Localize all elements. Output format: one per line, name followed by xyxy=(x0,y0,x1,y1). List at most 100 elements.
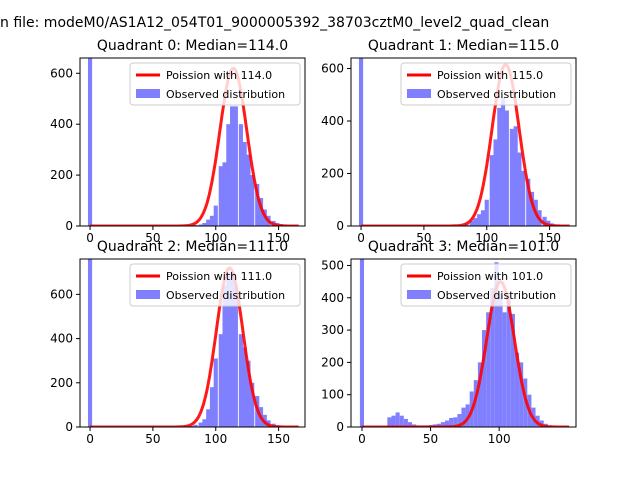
histogram-bar xyxy=(242,142,247,226)
histogram-bar xyxy=(482,330,487,427)
histogram-bar xyxy=(506,294,511,427)
x-tick-label: 50 xyxy=(145,231,160,245)
histogram-bar xyxy=(457,414,462,427)
histogram-bar xyxy=(242,347,247,427)
x-tick-label: 100 xyxy=(475,231,498,245)
histogram-bar xyxy=(461,407,466,427)
y-tick-label: 200 xyxy=(50,376,73,390)
histogram-bar xyxy=(193,224,198,226)
histogram-bar xyxy=(246,154,251,226)
legend-hist-swatch xyxy=(407,89,431,98)
histogram-bar xyxy=(494,262,499,427)
legend: Poission with 114.0 Observed distribution xyxy=(129,62,301,106)
x-tick-label: 0 xyxy=(358,432,366,446)
x-tick-label: 150 xyxy=(538,231,561,245)
histogram-bar xyxy=(514,352,520,427)
y-tick-label: 200 xyxy=(321,355,344,369)
axes-frame xyxy=(79,258,306,428)
histogram-bar xyxy=(469,220,474,226)
y-tick-label: 300 xyxy=(321,323,344,337)
legend-frame xyxy=(400,263,572,307)
histogram-bar xyxy=(477,362,483,427)
poisson-curve xyxy=(361,280,570,427)
histogram-bar xyxy=(480,210,486,226)
chart-title: Quadrant 1: Median=115.0 xyxy=(368,38,559,54)
histogram-bar xyxy=(198,224,203,226)
legend-hist-swatch xyxy=(136,290,160,299)
histogram-bar xyxy=(529,191,535,226)
legend: Poission with 101.0 Observed distribution xyxy=(400,263,572,307)
legend-frame xyxy=(129,263,301,307)
y-tick-label: 600 xyxy=(50,287,73,301)
histogram-bar xyxy=(222,285,227,427)
histogram-bar xyxy=(542,216,547,226)
histogram-bar xyxy=(250,175,255,226)
legend-label: Poission with 114.0 xyxy=(166,69,272,82)
histogram-bar xyxy=(509,128,514,226)
histogram-bar xyxy=(473,218,478,226)
y-tick-label: 500 xyxy=(321,258,344,272)
axes-frame xyxy=(79,57,306,227)
histogram-bar xyxy=(213,205,218,226)
histogram-bar xyxy=(490,288,495,427)
histogram-bar xyxy=(453,417,458,427)
histogram-bar xyxy=(501,97,506,226)
histogram-bar xyxy=(226,124,231,226)
legend: Poission with 111.0 Observed distribution xyxy=(129,263,301,307)
histogram-bar xyxy=(436,423,441,427)
histogram-bar xyxy=(226,272,231,427)
histogram-bar xyxy=(493,139,498,226)
histogram-bar xyxy=(218,334,223,427)
histogram-bar xyxy=(395,412,400,427)
histogram-bar xyxy=(519,362,524,427)
y-tick-label: 400 xyxy=(50,117,73,131)
histogram-bar xyxy=(502,312,507,427)
chart-title: Quadrant 0: Median=114.0 xyxy=(97,38,288,54)
plot-area xyxy=(358,58,570,226)
axes-frame xyxy=(350,57,577,227)
histogram-bar xyxy=(87,58,93,226)
histogram-bar xyxy=(359,259,365,427)
histogram-bar xyxy=(489,155,494,226)
chart-panel-3: 0 50 100 0 100 200 300 400 500 Quadrant 3: Median… xyxy=(321,239,577,446)
chart-panel-0: 0 50 100 150 0 200 400 600 Quadrant 0: Median=11… xyxy=(50,38,306,245)
y-tick-label: 0 xyxy=(336,219,344,233)
x-tick-label: 0 xyxy=(357,231,365,245)
histogram-bar xyxy=(358,58,364,226)
x-tick-label: 50 xyxy=(416,231,431,245)
histogram-bar xyxy=(238,334,243,427)
histogram-bar xyxy=(209,387,215,427)
histogram-bar xyxy=(87,259,93,427)
axes-frame xyxy=(350,258,577,428)
legend-label: Poission with 101.0 xyxy=(437,270,543,283)
x-tick-label: 50 xyxy=(145,432,160,446)
legend-label: Observed distribution xyxy=(166,88,285,101)
histogram-bar xyxy=(498,294,503,427)
legend-label: Observed distribution xyxy=(437,289,556,302)
legend-label: Observed distribution xyxy=(166,289,285,302)
poisson-curve xyxy=(360,63,570,226)
histogram-bar xyxy=(255,184,260,226)
histogram-bar xyxy=(510,313,515,427)
histogram-bar xyxy=(230,272,235,427)
x-tick-label: 100 xyxy=(488,432,511,446)
y-tick-label: 600 xyxy=(321,62,344,76)
poisson-curve xyxy=(89,66,299,226)
histogram-bar xyxy=(526,178,531,226)
x-tick-label: 150 xyxy=(267,432,290,446)
histogram-bar xyxy=(513,126,518,226)
x-tick-label: 50 xyxy=(423,432,438,446)
histogram-bar xyxy=(504,110,509,226)
histogram-bar xyxy=(246,360,251,427)
legend-frame xyxy=(129,62,301,106)
histogram-bar xyxy=(399,415,404,427)
histogram-bar xyxy=(202,419,207,427)
plot-area xyxy=(359,259,570,427)
x-tick-label: 0 xyxy=(86,231,94,245)
histogram-bar xyxy=(209,215,215,226)
y-tick-label: 200 xyxy=(50,168,73,182)
histogram-bar xyxy=(403,418,408,427)
histogram-bar xyxy=(198,422,203,427)
plot-area xyxy=(87,58,299,226)
